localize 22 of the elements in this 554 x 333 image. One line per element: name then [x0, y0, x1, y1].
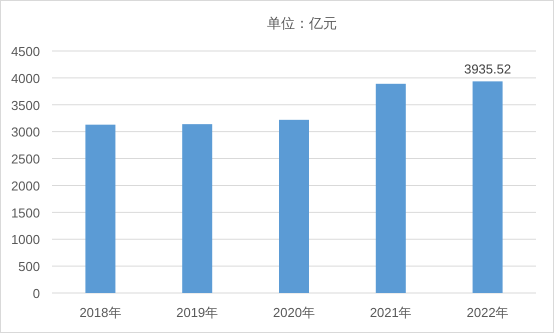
- y-tick-label: 2500: [11, 152, 40, 167]
- y-tick-label: 1000: [11, 232, 40, 248]
- bar: [472, 81, 503, 293]
- y-tick-label: 0: [32, 286, 40, 301]
- chart-title: 单位：亿元: [267, 15, 337, 31]
- y-tick-label: 3500: [11, 98, 40, 113]
- y-tick-label: 1500: [11, 205, 40, 220]
- data-label: 3935.52: [464, 61, 512, 76]
- bar: [85, 124, 116, 293]
- x-tick-label: 2022年: [466, 305, 509, 320]
- x-tick-label: 2021年: [370, 305, 412, 320]
- x-tick-label: 2018年: [79, 305, 122, 320]
- x-tick-label: 2020年: [273, 305, 315, 320]
- y-tick-label: 500: [18, 259, 40, 274]
- bar: [182, 124, 212, 293]
- y-tick-label: 3000: [11, 124, 40, 140]
- y-tick-label: 2000: [11, 178, 40, 194]
- y-tick-label: 4500: [11, 44, 40, 59]
- bar: [376, 84, 406, 293]
- bar: [278, 120, 310, 293]
- y-tick-label: 4000: [11, 70, 40, 86]
- x-tick-label: 2019年: [176, 305, 218, 320]
